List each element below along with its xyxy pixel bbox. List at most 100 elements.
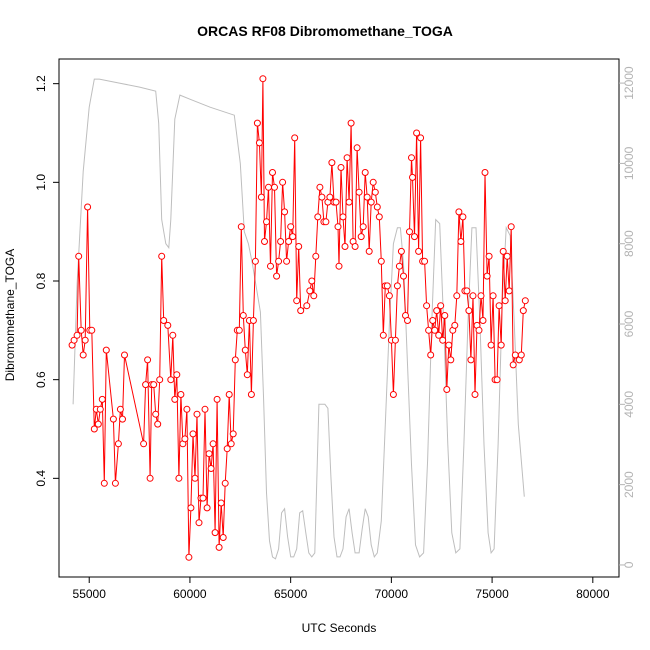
data-point bbox=[521, 297, 529, 305]
data-point bbox=[185, 553, 193, 561]
data-point bbox=[487, 341, 495, 349]
data-point bbox=[291, 134, 299, 142]
data-point bbox=[312, 252, 320, 260]
data-point bbox=[277, 238, 285, 245]
data-point bbox=[265, 183, 272, 191]
data-point bbox=[477, 292, 485, 300]
data-point bbox=[471, 391, 479, 398]
data-point bbox=[221, 479, 229, 487]
dibromomethane-series bbox=[68, 75, 529, 561]
data-point bbox=[335, 262, 343, 270]
data-point bbox=[485, 252, 493, 260]
data-point bbox=[263, 218, 270, 226]
data-point bbox=[367, 198, 375, 206]
data-point bbox=[429, 317, 437, 324]
data-point bbox=[406, 228, 413, 236]
data-point bbox=[409, 173, 416, 181]
data-point bbox=[173, 371, 181, 379]
data-point bbox=[322, 218, 330, 226]
data-point bbox=[469, 292, 477, 300]
y2-tick-label: 2000 bbox=[622, 471, 636, 498]
data-point bbox=[181, 435, 189, 443]
data-point bbox=[415, 247, 423, 255]
data-point bbox=[102, 346, 110, 354]
data-point bbox=[501, 297, 509, 305]
x-axis: 55000 60000 65000 70000 75000 80000 bbox=[73, 577, 610, 601]
data-point bbox=[481, 169, 489, 176]
data-point bbox=[195, 519, 203, 527]
data-point bbox=[249, 317, 257, 324]
data-point bbox=[465, 307, 473, 315]
data-point bbox=[361, 169, 369, 176]
data-point bbox=[243, 371, 251, 379]
data-point bbox=[189, 430, 197, 438]
data-point bbox=[73, 331, 81, 339]
y2-tick-label: 4000 bbox=[622, 391, 636, 418]
x-tick-label: 55000 bbox=[73, 587, 107, 601]
data-point bbox=[259, 75, 267, 83]
data-point bbox=[341, 243, 349, 250]
data-point bbox=[275, 257, 283, 265]
data-point bbox=[453, 292, 461, 300]
data-point bbox=[171, 395, 179, 403]
data-point bbox=[371, 188, 379, 196]
y2-tick-label: 0 bbox=[622, 561, 636, 568]
data-point bbox=[373, 203, 381, 211]
data-point bbox=[507, 223, 515, 231]
data-point bbox=[154, 420, 162, 428]
data-point bbox=[503, 252, 511, 260]
data-point bbox=[365, 247, 373, 255]
data-point bbox=[497, 341, 505, 349]
data-point bbox=[435, 331, 443, 339]
data-point bbox=[316, 183, 324, 191]
data-point bbox=[229, 430, 237, 438]
data-point bbox=[427, 351, 435, 359]
data-point bbox=[111, 479, 119, 487]
y-tick-label: 0.4 bbox=[34, 470, 48, 487]
data-point bbox=[479, 317, 487, 324]
data-point bbox=[293, 297, 301, 305]
data-point bbox=[75, 252, 83, 260]
data-point bbox=[281, 208, 289, 216]
data-point bbox=[363, 193, 371, 201]
data-point bbox=[404, 317, 411, 324]
data-point bbox=[285, 238, 293, 245]
data-point bbox=[187, 504, 195, 512]
data-point bbox=[146, 474, 154, 482]
data-point bbox=[391, 336, 399, 344]
data-point bbox=[493, 376, 501, 384]
data-point bbox=[383, 282, 391, 290]
altitude-line bbox=[72, 78, 525, 560]
y2-tick-label: 8000 bbox=[622, 230, 636, 257]
data-point bbox=[379, 331, 387, 339]
data-point bbox=[355, 188, 363, 196]
data-point bbox=[411, 233, 418, 241]
y-axis-label: Dibromomethane_TOGA bbox=[3, 249, 17, 382]
data-point bbox=[116, 405, 124, 413]
data-point bbox=[375, 213, 383, 221]
data-point bbox=[306, 287, 314, 295]
data-point bbox=[369, 178, 377, 186]
data-point bbox=[393, 282, 401, 290]
data-point bbox=[273, 272, 281, 280]
data-point bbox=[152, 410, 160, 418]
data-point bbox=[251, 257, 259, 265]
data-point bbox=[203, 504, 211, 512]
y-tick-label: 0.8 bbox=[34, 272, 48, 289]
data-point bbox=[144, 356, 152, 364]
data-point bbox=[119, 415, 126, 423]
data-point bbox=[79, 351, 87, 359]
data-point bbox=[271, 183, 278, 191]
data-point bbox=[109, 415, 117, 423]
data-point bbox=[505, 287, 513, 295]
data-point bbox=[445, 341, 453, 349]
data-point bbox=[351, 243, 359, 250]
data-point bbox=[269, 169, 276, 176]
data-point bbox=[167, 376, 175, 384]
data-point bbox=[447, 356, 455, 364]
data-point bbox=[343, 154, 351, 162]
data-point bbox=[413, 129, 421, 137]
data-point bbox=[121, 351, 128, 359]
x-tick-label: 75000 bbox=[475, 587, 509, 601]
